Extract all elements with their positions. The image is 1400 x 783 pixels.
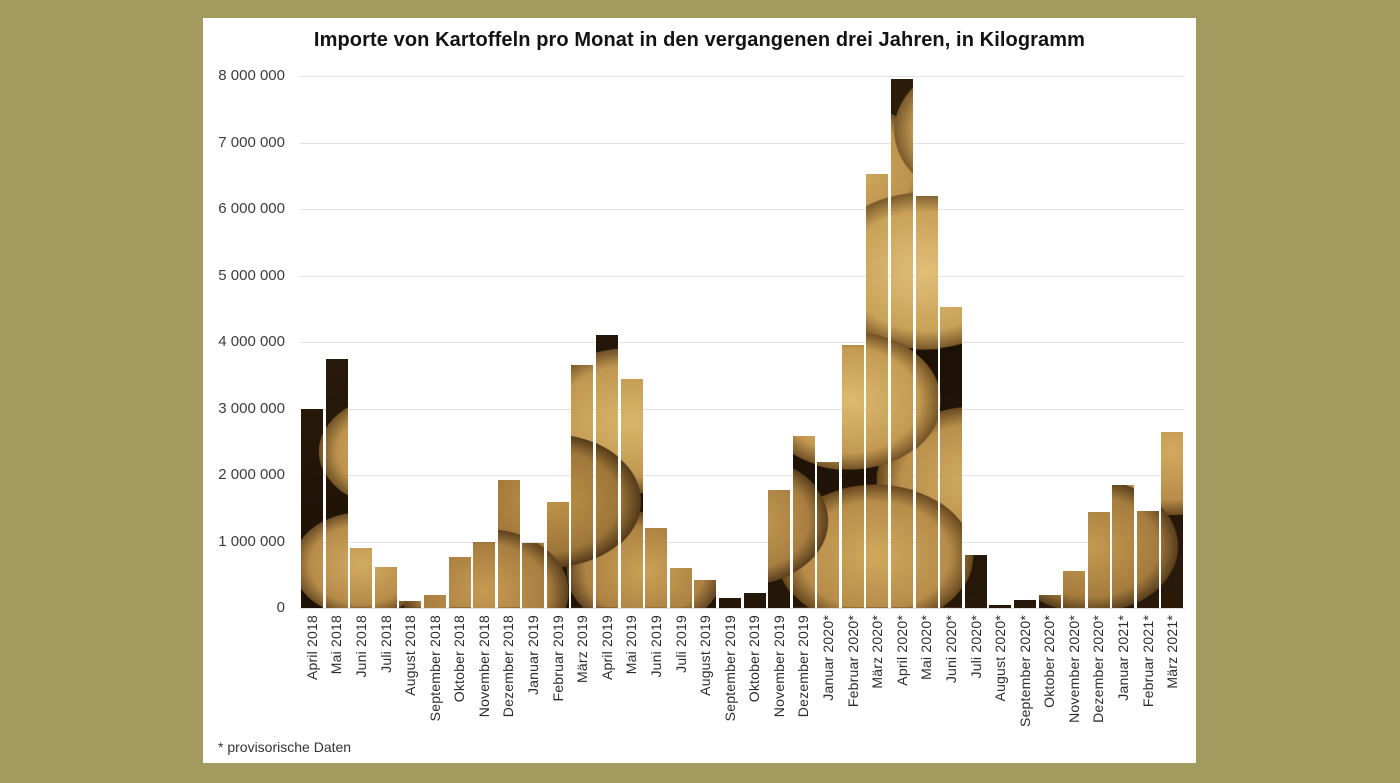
bar <box>718 598 741 608</box>
y-axis-tick-label: 4 000 000 <box>218 333 285 350</box>
bar <box>1136 510 1159 608</box>
gridline <box>300 76 1185 77</box>
bar <box>596 335 618 608</box>
bar <box>743 592 766 608</box>
bar <box>374 566 397 608</box>
x-axis-label: Mai 2019 <box>623 615 640 675</box>
bar <box>817 461 840 608</box>
y-axis-tick-label: 0 <box>276 599 285 616</box>
bar <box>423 594 446 608</box>
bar <box>792 436 815 608</box>
x-axis-label: März 2020* <box>869 615 886 689</box>
bar <box>301 408 323 608</box>
bar <box>645 528 668 608</box>
bar <box>620 378 643 608</box>
bar <box>497 480 520 608</box>
bar <box>841 345 864 608</box>
bar <box>1112 484 1135 608</box>
x-axis-label: Mai 2020* <box>918 615 935 680</box>
bar <box>1161 431 1184 608</box>
x-axis-label: Oktober 2018 <box>451 615 468 703</box>
x-axis-label: Juni 2020* <box>942 615 959 684</box>
x-axis-labels: April 2018 Mai 2018 Juni 2018 Juli 2018 Augu… <box>300 615 1185 763</box>
x-axis-label: Dezember 2020* <box>1090 615 1107 723</box>
gridline <box>300 209 1185 210</box>
x-axis-label: Mai 2018 <box>328 615 345 675</box>
x-axis-label: März 2021* <box>1164 615 1181 689</box>
y-axis-tick-label: 3 000 000 <box>218 399 285 417</box>
x-axis-label: Oktober 2020* <box>1041 615 1058 708</box>
x-axis-label: März 2019 <box>574 615 591 683</box>
gridline <box>300 342 1185 343</box>
gridline <box>300 608 1185 609</box>
x-axis-label: November 2018 <box>475 615 492 718</box>
x-axis-label: November 2019 <box>770 615 787 718</box>
x-axis-label: September 2019 <box>721 615 738 722</box>
x-axis-label: April 2019 <box>598 615 615 681</box>
x-axis-label: Februar 2019 <box>549 615 566 702</box>
bar <box>571 365 594 608</box>
plot-area <box>300 76 1185 609</box>
x-axis-label: April 2018 <box>303 615 320 681</box>
x-axis-label: Dezember 2018 <box>500 615 517 718</box>
bar <box>891 79 913 608</box>
footnote: * provisorische Daten <box>218 739 352 755</box>
x-axis-label: Januar 2021* <box>1115 615 1132 701</box>
y-axis-tick-label: 5 000 000 <box>218 266 285 284</box>
bar <box>1087 511 1110 608</box>
bar <box>1038 594 1061 608</box>
bar <box>1063 570 1086 608</box>
bar <box>350 548 373 608</box>
y-axis-tick-label: 7 000 000 <box>218 133 285 151</box>
y-axis-tick-label: 6 000 000 <box>218 200 285 217</box>
gridline <box>300 475 1185 476</box>
bar <box>473 541 496 608</box>
bar <box>448 557 471 608</box>
x-axis-label: Juli 2019 <box>672 615 689 673</box>
y-axis-tick-label: 8 000 000 <box>218 67 285 84</box>
x-axis-label: Juni 2018 <box>352 615 369 678</box>
bar <box>964 554 987 608</box>
bar <box>768 489 791 608</box>
x-axis-label: September 2018 <box>426 615 443 722</box>
bar <box>522 542 545 608</box>
bar <box>325 358 348 608</box>
bar <box>399 601 422 608</box>
bar <box>915 195 938 608</box>
x-axis-label: November 2020* <box>1065 615 1082 723</box>
x-axis-label: September 2020* <box>1016 615 1033 727</box>
x-axis-label: Januar 2020* <box>820 615 837 701</box>
bar <box>546 501 569 608</box>
x-axis-label: Oktober 2019 <box>746 615 763 703</box>
x-axis-label: Februar 2021* <box>1139 615 1156 708</box>
gridline <box>300 541 1185 543</box>
chart-panel: Importe von Kartoffeln pro Monat in den … <box>203 18 1196 763</box>
x-axis-label: Juli 2018 <box>377 615 394 673</box>
y-axis-tick-label: 1 000 000 <box>218 532 285 550</box>
bar <box>866 174 889 608</box>
x-axis-label: August 2018 <box>402 615 419 696</box>
x-axis-label: Februar 2020* <box>844 615 861 708</box>
x-axis-label: Juni 2019 <box>647 615 664 678</box>
gridline <box>300 408 1185 410</box>
x-axis-label: August 2019 <box>697 615 714 696</box>
x-axis-label: Dezember 2019 <box>795 615 812 718</box>
y-axis-tick-label: 2 000 000 <box>218 466 285 483</box>
x-axis-label: Juli 2020* <box>967 615 984 679</box>
bar <box>989 604 1012 608</box>
bar <box>669 568 692 608</box>
gridline <box>300 142 1185 144</box>
bar <box>1013 600 1036 608</box>
gridline <box>300 275 1185 277</box>
bar <box>940 307 963 608</box>
x-axis-label: April 2020* <box>893 615 910 686</box>
x-axis-label: Januar 2019 <box>525 615 542 696</box>
x-axis-label: August 2020* <box>992 615 1009 702</box>
chart-title: Importe von Kartoffeln pro Monat in den … <box>313 29 1086 51</box>
bar <box>694 580 717 608</box>
